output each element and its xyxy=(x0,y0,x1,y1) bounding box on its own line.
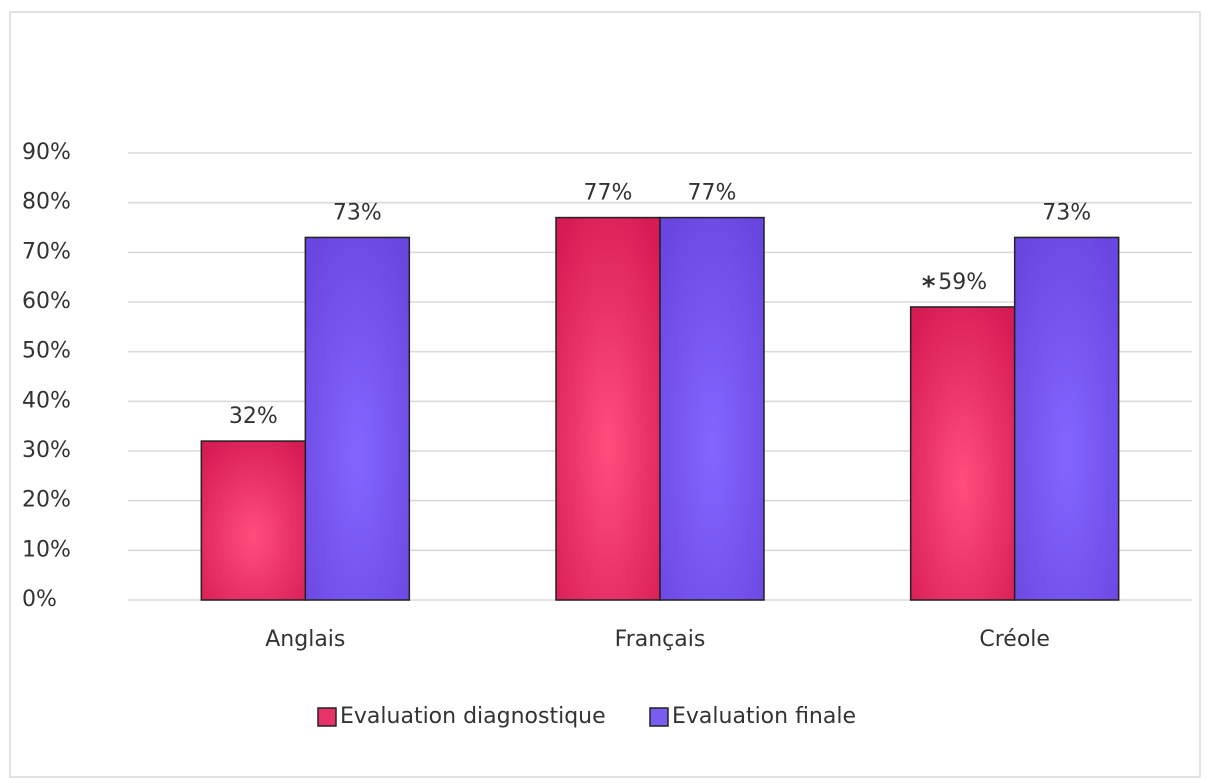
x-tick-label: Créole xyxy=(979,627,1050,652)
x-tick-label: Français xyxy=(615,627,706,652)
bar xyxy=(659,216,765,601)
y-tick-label: 20% xyxy=(22,488,71,513)
legend-swatch xyxy=(649,707,669,727)
value-label: 73% xyxy=(333,200,382,225)
value-label: 32% xyxy=(229,404,278,429)
value-label: 73% xyxy=(1042,200,1091,225)
y-tick-label: 0% xyxy=(22,587,57,612)
y-tick-label: 40% xyxy=(22,388,71,413)
y-tick-label: 70% xyxy=(22,239,71,264)
y-tick-label: 50% xyxy=(22,339,71,364)
annotation: * xyxy=(922,271,936,301)
legend-swatch xyxy=(317,707,337,727)
x-tick-label: Anglais xyxy=(265,627,345,652)
value-label: 59% xyxy=(938,270,987,295)
legend-label: Evaluation diagnostique xyxy=(340,704,606,729)
bar xyxy=(909,306,1016,601)
value-label: 77% xyxy=(688,181,737,206)
bar xyxy=(200,440,307,601)
y-tick-label: 90% xyxy=(22,140,71,165)
value-label: 77% xyxy=(584,181,633,206)
legend-label: Evaluation finale xyxy=(672,704,856,729)
bar xyxy=(1013,236,1120,601)
bar xyxy=(555,216,661,601)
y-tick-label: 10% xyxy=(22,537,71,562)
bar xyxy=(304,236,411,601)
y-tick-label: 60% xyxy=(22,289,71,314)
y-tick-label: 80% xyxy=(22,190,71,215)
y-tick-label: 30% xyxy=(22,438,71,463)
